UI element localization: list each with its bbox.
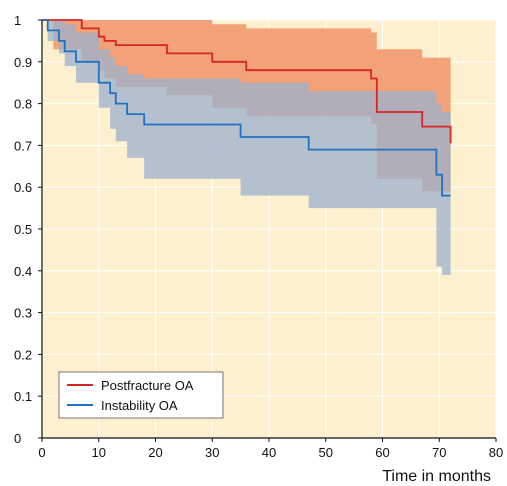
y-tick-label: 0.5	[14, 222, 32, 237]
x-tick-label: 10	[92, 445, 106, 460]
legend-label: Instability OA	[101, 398, 178, 413]
survival-line-postfracture-oa	[42, 19, 452, 144]
y-tick-label: 0	[14, 431, 21, 446]
y-tick-label: 0.8	[14, 97, 32, 112]
x-tick-labels: 0 10 20 30 40 50 60 70 80	[38, 445, 503, 460]
x-tick-label: 70	[432, 445, 446, 460]
axes	[38, 19, 497, 442]
y-tick-label: 0.7	[14, 138, 32, 153]
y-tick-label: 0.1	[14, 389, 32, 404]
x-tick-label: 30	[205, 445, 219, 460]
x-tick-label: 0	[38, 445, 45, 460]
confidence-bands	[42, 20, 451, 275]
x-tick-label: 20	[148, 445, 162, 460]
y-tick-label: 1	[14, 13, 21, 28]
y-tick-label: 0.6	[14, 180, 32, 195]
x-axis-title: Time in months	[382, 468, 491, 485]
x-tick-label: 80	[489, 445, 503, 460]
x-tick-label: 60	[375, 445, 389, 460]
x-tick-label: 40	[262, 445, 276, 460]
y-tick-label: 0.2	[14, 347, 32, 362]
survival-lines	[42, 19, 452, 197]
survival-line-instability-oa	[42, 19, 451, 197]
legend-label: Postfracture OA	[101, 378, 194, 393]
legend: Postfracture OA Instability OA	[58, 371, 224, 419]
y-tick-labels: 0 0.1 0.2 0.3 0.4 0.5 0.6 0.7 0.8 0.9 1	[14, 13, 32, 446]
x-tick-label: 50	[319, 445, 333, 460]
ci-band-instability-oa	[42, 20, 451, 275]
y-tick-label: 0.4	[14, 264, 32, 279]
y-tick-label: 0.3	[14, 306, 32, 321]
y-tick-label: 0.9	[14, 55, 32, 70]
legend-box	[58, 371, 224, 419]
